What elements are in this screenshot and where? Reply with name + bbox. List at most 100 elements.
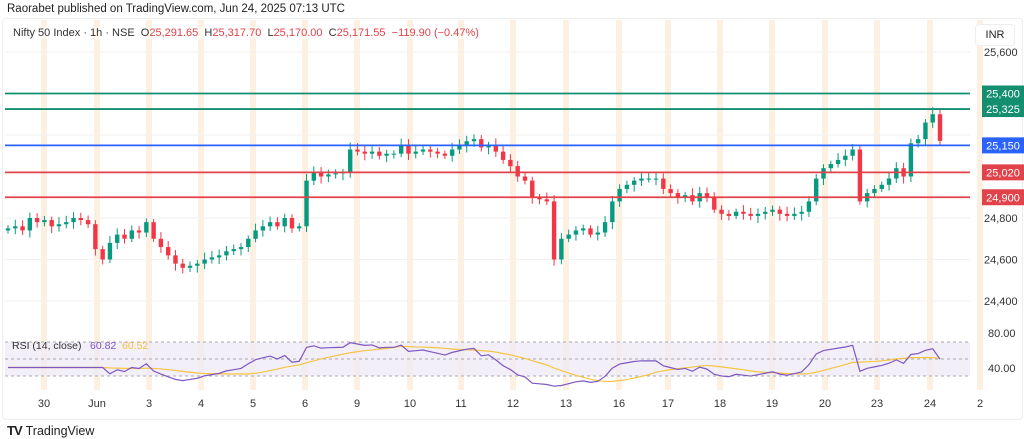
x-tick: 4: [198, 398, 204, 410]
candle-body: [923, 122, 928, 140]
level-label: 24,900: [986, 192, 1020, 204]
candle-body: [420, 149, 426, 152]
candle-body: [5, 228, 11, 231]
candle-body: [413, 151, 418, 154]
candle-body: [34, 218, 40, 223]
x-tick: 13: [560, 398, 572, 410]
x-tick: 30: [38, 398, 50, 410]
candle-body: [464, 141, 469, 146]
candle-body: [122, 234, 127, 239]
candle-body: [151, 222, 156, 239]
session-band: [94, 20, 100, 390]
candle-body: [224, 251, 229, 256]
candle-body: [850, 149, 855, 156]
candle-body: [231, 249, 236, 252]
open-value: 25,291.65: [149, 27, 199, 39]
candle-body: [326, 174, 331, 177]
candle-body: [777, 209, 783, 214]
candle-body: [471, 139, 477, 142]
candle-body: [93, 224, 98, 250]
candle-body: [682, 195, 688, 198]
candle-body: [428, 149, 433, 152]
candle-body: [508, 159, 513, 167]
candle-body: [202, 259, 207, 264]
candle-body: [260, 226, 266, 231]
candle-body: [544, 199, 550, 202]
candle-body: [246, 238, 251, 248]
currency-button[interactable]: INR: [975, 24, 1015, 46]
candle-body: [588, 228, 593, 235]
x-tick: 17: [662, 398, 674, 410]
candle-body: [828, 164, 833, 169]
x-tick: 23: [871, 398, 883, 410]
candle-body: [457, 145, 462, 150]
candle-body: [406, 145, 411, 154]
candle-body: [653, 178, 659, 180]
candle-body: [216, 255, 222, 258]
price-tick: 24,600: [984, 255, 1018, 267]
x-tick: 6: [302, 398, 308, 410]
session-band: [874, 20, 880, 390]
candle-body: [449, 149, 455, 156]
candle-body: [551, 201, 557, 260]
candle-body: [391, 153, 397, 155]
low-value: 25,170.00: [273, 27, 323, 39]
candle-body: [602, 222, 608, 233]
candle-body: [646, 178, 651, 180]
price-tick: 25,600: [984, 47, 1018, 59]
candle-body: [763, 211, 768, 214]
level-label-bg: [982, 85, 1024, 102]
candle-body: [908, 143, 914, 177]
candle-body: [78, 218, 84, 221]
candle-body: [719, 209, 724, 214]
candle-body: [100, 249, 105, 260]
candle-body: [843, 155, 848, 160]
candle-body: [617, 188, 622, 202]
candle-body: [639, 178, 644, 181]
candle-body: [71, 218, 76, 223]
candle-body: [165, 247, 171, 256]
candle-body: [595, 232, 600, 235]
candle-body: [712, 197, 717, 210]
candle-body: [741, 211, 746, 214]
candle-body: [755, 213, 761, 216]
candle-body: [442, 153, 448, 156]
change-value: −119.90 (−0.47%): [391, 27, 479, 39]
candle-body: [792, 213, 797, 216]
candle-body: [282, 218, 287, 227]
session-band: [250, 20, 256, 390]
candle-body: [581, 228, 586, 231]
high-value: 25,317.70: [212, 27, 262, 39]
x-tick: 9: [354, 398, 360, 410]
session-band: [927, 20, 933, 390]
candle-body: [835, 159, 841, 165]
session-band: [41, 20, 47, 390]
candle-body: [115, 234, 120, 243]
session-band: [717, 20, 723, 390]
candle-body: [770, 209, 775, 212]
candle-body: [362, 151, 367, 154]
candle-body: [915, 139, 921, 144]
tradingview-logo[interactable]: TV TradingView: [7, 423, 94, 438]
candle-body: [238, 247, 244, 250]
x-tick: 11: [455, 398, 466, 410]
rsi-line: [8, 342, 941, 387]
price-tick: 24,400: [984, 296, 1018, 308]
chart-area[interactable]: [2, 18, 1023, 420]
x-tick: 2: [977, 398, 983, 410]
candle-body: [479, 139, 484, 148]
candle-body: [49, 220, 54, 227]
candle-body: [559, 238, 564, 260]
session-band: [769, 20, 775, 390]
rsi-ma-line: [8, 345, 941, 383]
rsi-label: RSI (14, close): [12, 340, 81, 352]
level-label-bg: [982, 101, 1024, 118]
candle-body: [136, 230, 142, 233]
tv-logo-icon: TV: [7, 423, 23, 438]
level-label-bg: [982, 164, 1024, 181]
candle-body: [573, 230, 579, 235]
candle-body: [42, 220, 47, 223]
candle-body: [107, 242, 113, 260]
candle-body: [690, 195, 695, 202]
